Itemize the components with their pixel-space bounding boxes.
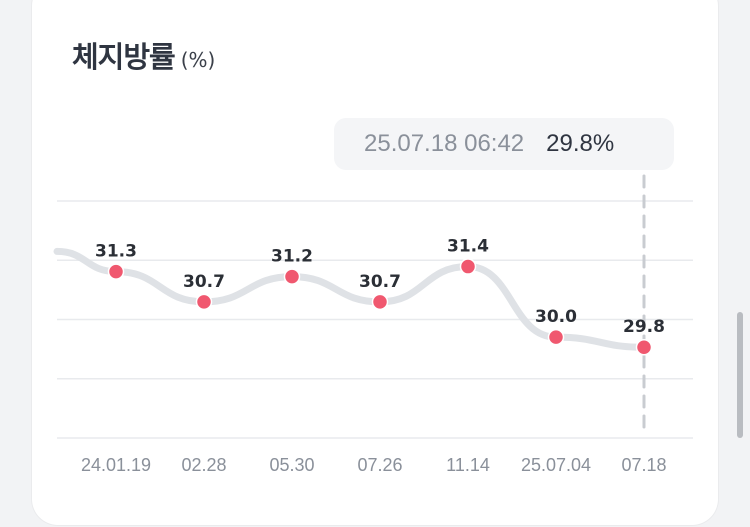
- data-point[interactable]: [283, 268, 301, 285]
- data-label: 30.7: [183, 272, 225, 292]
- x-tick-label: 07.18: [621, 455, 666, 475]
- data-point[interactable]: [107, 263, 125, 280]
- x-tick-label: 02.28: [181, 455, 226, 475]
- chart-title: 체지방률: [72, 40, 176, 74]
- data-label: 31.4: [447, 237, 489, 257]
- x-tick-label: 07.26: [357, 455, 402, 475]
- data-label: 30.7: [359, 272, 401, 292]
- scrollbar-thumb[interactable]: [737, 312, 743, 438]
- data-label: 31.2: [271, 247, 313, 267]
- data-label: 30.0: [535, 307, 577, 327]
- x-tick-label: 25.07.04: [521, 455, 591, 475]
- tooltip-value: 29.8%: [546, 130, 615, 157]
- data-point[interactable]: [635, 338, 653, 356]
- data-point[interactable]: [547, 328, 565, 346]
- series-line-path: [53, 247, 648, 351]
- x-tick-label: 05.30: [269, 455, 314, 475]
- data-labels: 31.3 30.7 31.2 30.7 31.4 30.0 29.8: [95, 237, 665, 338]
- data-point[interactable]: [459, 258, 477, 275]
- x-tick-label: 11.14: [446, 455, 490, 475]
- tooltip-timestamp: 25.07.18 06:42: [364, 130, 525, 157]
- data-points[interactable]: [107, 258, 653, 356]
- data-point[interactable]: [371, 293, 389, 311]
- x-tick-label: 24.01.19: [81, 455, 151, 475]
- data-label: 31.3: [95, 242, 137, 262]
- series-line: [53, 247, 648, 351]
- data-point[interactable]: [195, 293, 213, 311]
- data-label: 29.8: [623, 317, 665, 337]
- chart-unit: (%): [180, 48, 216, 72]
- selected-point-tooltip: 25.07.18 06:42 29.8%: [334, 118, 674, 170]
- grid-lines: [57, 200, 693, 439]
- x-axis-ticks: 24.01.19 02.28 05.30 07.26 11.14 25.07.04 07.1…: [81, 455, 667, 475]
- chart-header: 체지방률 (%): [72, 34, 215, 76]
